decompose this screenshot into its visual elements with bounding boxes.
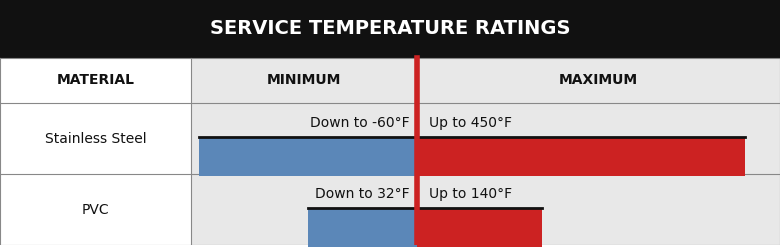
- FancyBboxPatch shape: [191, 174, 780, 245]
- Text: Up to 450°F: Up to 450°F: [429, 116, 512, 130]
- FancyBboxPatch shape: [417, 137, 745, 176]
- Text: Down to 32°F: Down to 32°F: [315, 187, 410, 201]
- Text: Down to -60°F: Down to -60°F: [310, 116, 410, 130]
- FancyBboxPatch shape: [0, 0, 780, 58]
- FancyBboxPatch shape: [0, 103, 191, 174]
- Text: MINIMUM: MINIMUM: [267, 73, 342, 87]
- Text: Up to 140°F: Up to 140°F: [429, 187, 512, 201]
- Text: PVC: PVC: [82, 203, 109, 217]
- FancyBboxPatch shape: [191, 103, 780, 174]
- Text: Stainless Steel: Stainless Steel: [44, 132, 147, 145]
- Text: SERVICE TEMPERATURE RATINGS: SERVICE TEMPERATURE RATINGS: [210, 19, 570, 38]
- FancyBboxPatch shape: [191, 58, 780, 103]
- Text: MATERIAL: MATERIAL: [56, 73, 135, 87]
- FancyBboxPatch shape: [308, 208, 417, 247]
- FancyBboxPatch shape: [0, 174, 191, 245]
- Text: MAXIMUM: MAXIMUM: [559, 73, 638, 87]
- FancyBboxPatch shape: [417, 208, 542, 247]
- FancyBboxPatch shape: [199, 137, 417, 176]
- FancyBboxPatch shape: [0, 58, 780, 103]
